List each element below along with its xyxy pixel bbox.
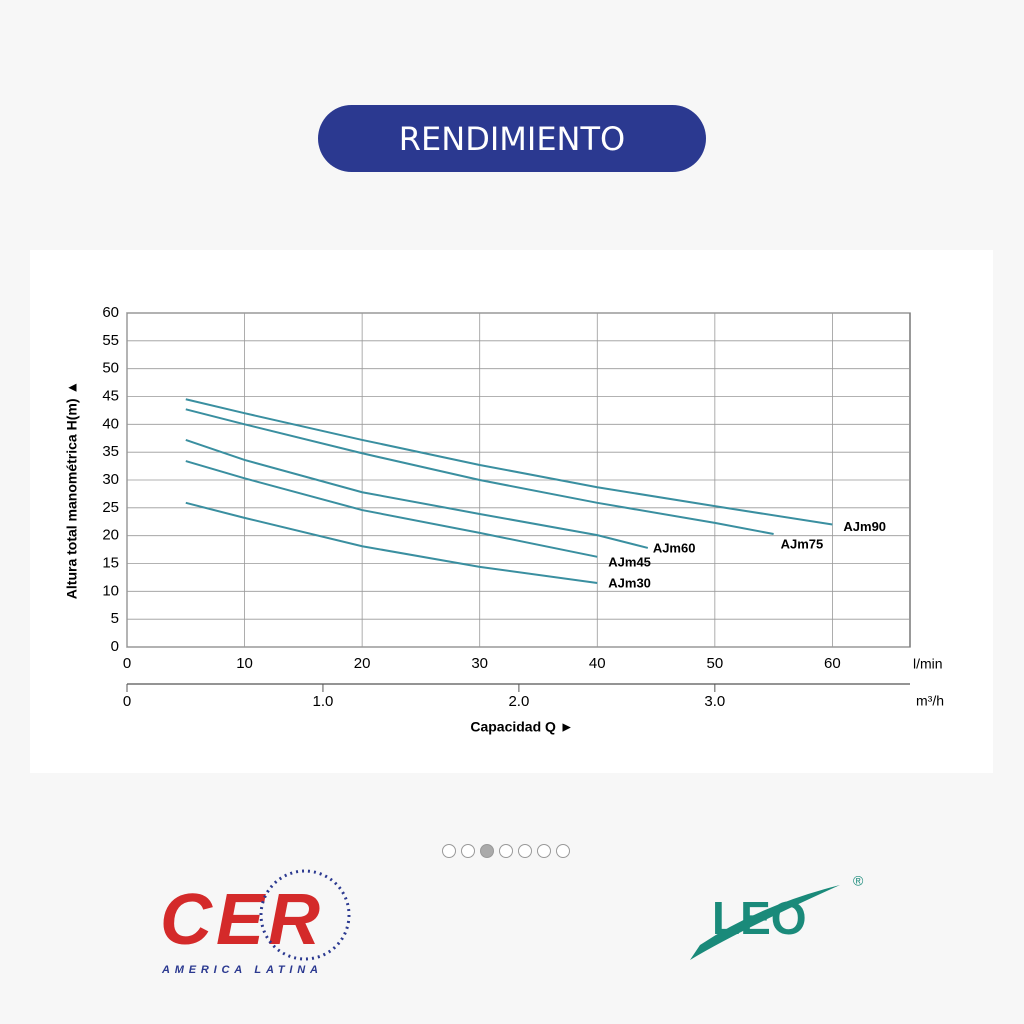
y-tick-label: 40 (102, 415, 119, 432)
x-unit: l/min (913, 656, 943, 672)
y-tick-label: 35 (102, 443, 119, 460)
y-tick-label: 45 (102, 387, 119, 404)
x-tick-label: 30 (471, 655, 488, 672)
x-tick-label: 60 (824, 655, 841, 672)
y-tick-label: 15 (102, 554, 119, 571)
x-tick-label: 20 (354, 655, 371, 672)
x2-tick-label: 3.0 (704, 693, 725, 710)
y-tick-label: 10 (102, 582, 119, 599)
series-label: AJm30 (608, 575, 651, 590)
x2-tick-label: 0 (123, 693, 131, 710)
series-label: AJm60 (653, 540, 696, 555)
line-series (185, 398, 833, 526)
y-axis-title: Altura total manométrica H(m) ▲ (64, 381, 80, 599)
x-tick-label: 10 (236, 655, 253, 672)
page-dot[interactable] (518, 844, 532, 858)
y-tick-label: 20 (102, 527, 119, 544)
line-series (185, 408, 774, 535)
series-label: AJm75 (781, 536, 824, 551)
y-tick-label: 55 (102, 332, 119, 349)
page-dot[interactable] (480, 844, 494, 858)
page-dot[interactable] (499, 844, 513, 858)
x2-tick-label: 2.0 (508, 693, 529, 710)
x2-unit: m³/h (916, 693, 944, 709)
series-label: AJm90 (843, 519, 886, 534)
x-tick-label: 40 (589, 655, 606, 672)
y-tick-label: 30 (102, 471, 119, 488)
pagination (442, 844, 570, 858)
y-tick-label: 25 (102, 499, 119, 516)
line-series (185, 460, 598, 558)
page-dot[interactable] (442, 844, 456, 858)
x-axis-title: Capacidad Q ► (470, 719, 573, 735)
x2-tick-label: 1.0 (313, 693, 334, 710)
y-tick-label: 0 (111, 638, 119, 655)
y-tick-label: 5 (111, 610, 119, 627)
line-series (185, 501, 598, 584)
y-tick-label: 60 (102, 304, 119, 321)
page-dot[interactable] (556, 844, 570, 858)
line-series (185, 438, 649, 549)
section-title: RENDIMIENTO (318, 105, 706, 172)
series-label: AJm45 (608, 554, 651, 569)
x-tick-label: 0 (123, 655, 131, 672)
page-dot[interactable] (537, 844, 551, 858)
x-tick-label: 50 (706, 655, 723, 672)
y-tick-label: 50 (102, 360, 119, 377)
page-dot[interactable] (461, 844, 475, 858)
